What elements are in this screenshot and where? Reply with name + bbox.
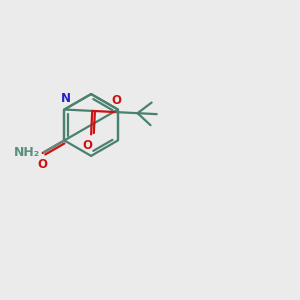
Text: NH₂: NH₂	[14, 146, 40, 159]
Text: O: O	[38, 158, 48, 171]
Text: O: O	[82, 139, 93, 152]
Text: N: N	[61, 92, 70, 105]
Text: O: O	[111, 94, 122, 107]
